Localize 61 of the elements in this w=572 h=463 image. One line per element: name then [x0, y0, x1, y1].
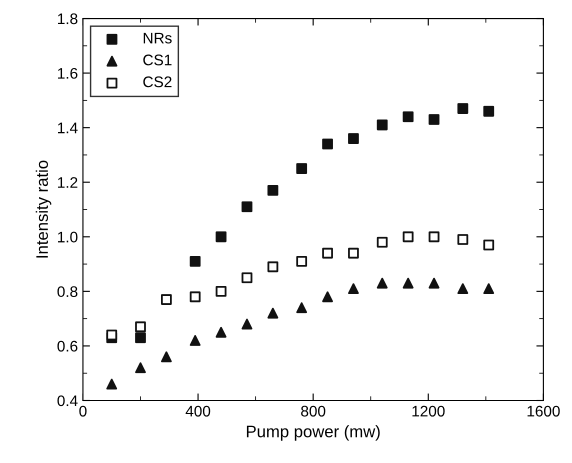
point: [428, 231, 440, 242]
legend-label: CS1: [143, 54, 172, 66]
point: [160, 294, 172, 305]
legend-label: CS2: [143, 76, 172, 88]
y-tick-label: 0.4: [57, 395, 78, 406]
x-axis-title: Pump power (mw): [246, 425, 380, 441]
point: [135, 321, 146, 332]
point: [242, 201, 252, 212]
point: [267, 185, 278, 196]
y-tick-label: 1.4: [58, 122, 78, 134]
point: [322, 138, 333, 150]
point: [135, 332, 146, 344]
point: [348, 133, 359, 144]
y-tick-label: 0.8: [57, 286, 78, 298]
point: [216, 231, 226, 242]
point: [483, 283, 494, 294]
x-tick-label: 1200: [412, 406, 445, 417]
point: [242, 318, 252, 330]
point: [348, 283, 359, 294]
y-axis-title: Intensity ratio: [36, 160, 52, 258]
point: [106, 330, 118, 340]
point: [376, 278, 388, 289]
point: [402, 278, 414, 289]
x-tick-label: 0: [79, 406, 87, 417]
point: [190, 335, 201, 346]
point: [428, 114, 440, 125]
point: [348, 248, 359, 259]
point: [457, 103, 468, 114]
y-tick-label: 1.8: [58, 13, 78, 24]
point: [483, 106, 494, 117]
point: [322, 248, 333, 259]
x-tick-label: 1600: [528, 406, 560, 417]
y-tick-label: 1.0: [58, 232, 78, 242]
y-tick-label: 0.6: [57, 340, 78, 352]
point: [402, 231, 414, 242]
point: [216, 286, 226, 297]
point: [376, 120, 388, 130]
point: [457, 283, 468, 294]
point: [296, 256, 308, 267]
point: [296, 163, 308, 174]
point: [376, 236, 388, 248]
point: [242, 272, 252, 284]
x-tick-label: 800: [301, 406, 326, 417]
point: [457, 234, 468, 245]
point: [322, 291, 333, 302]
point: [190, 256, 201, 267]
point: [106, 378, 118, 390]
point: [428, 278, 440, 289]
point: [296, 302, 308, 314]
point: [483, 240, 494, 250]
point: [190, 291, 201, 302]
y-tick-label: 1.2: [58, 177, 78, 188]
y-tick-label: 1.6: [58, 68, 78, 79]
point: [402, 111, 414, 122]
legend-label: NRs: [144, 32, 172, 44]
point: [160, 351, 172, 362]
point: [216, 326, 226, 338]
point: [267, 261, 278, 272]
point: [135, 362, 146, 374]
point: [267, 308, 278, 319]
x-tick-label: 400: [186, 406, 210, 417]
